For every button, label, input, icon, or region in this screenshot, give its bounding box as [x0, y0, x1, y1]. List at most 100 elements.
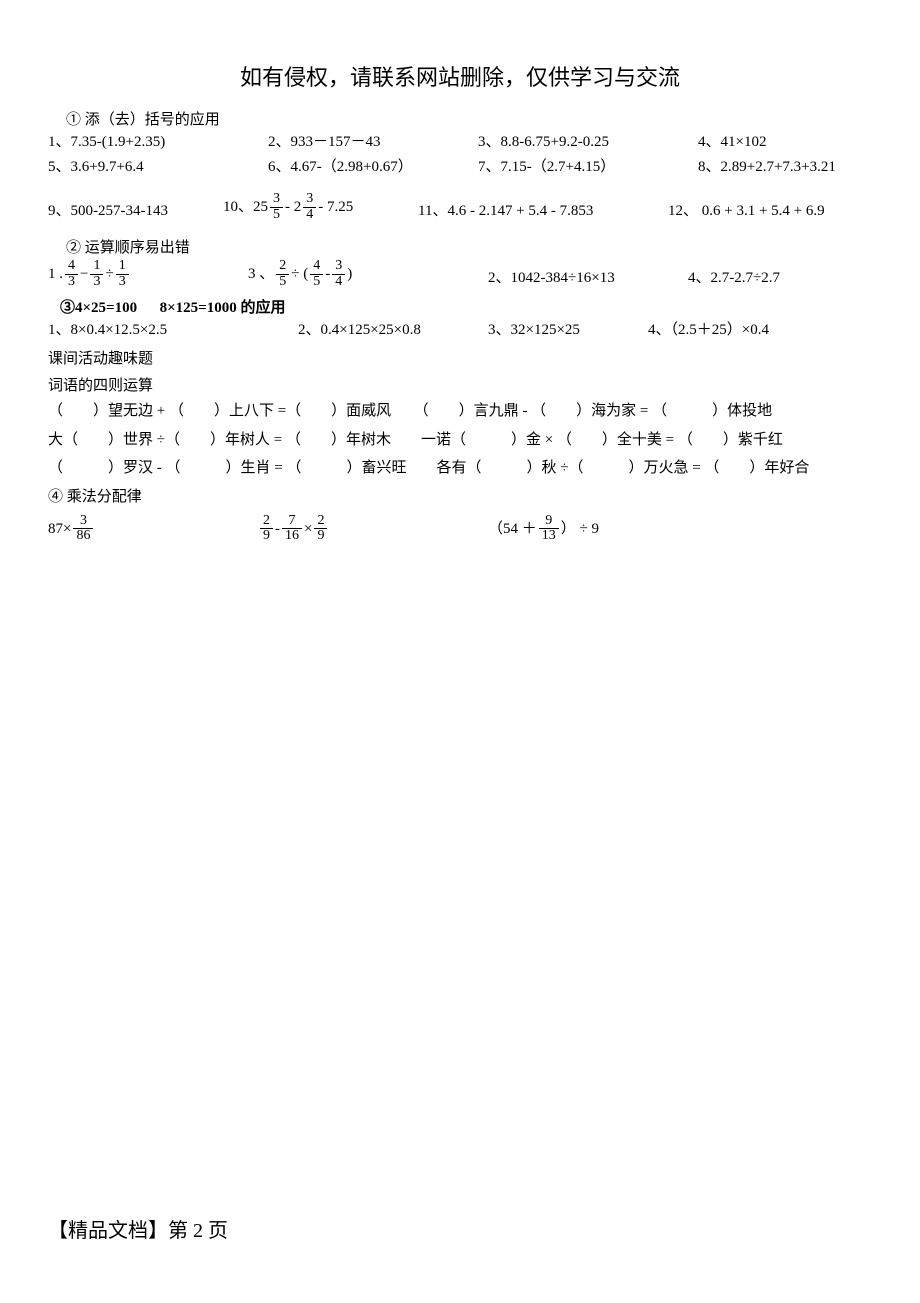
num: 5、 — [48, 159, 71, 175]
fun-l2: 词语的四则运算 — [48, 374, 872, 395]
section4-row: 87× 386 29 - 716 × 29 （54 ＋ 913 ） ÷ 9 — [48, 514, 872, 544]
frac-n: 3 — [270, 192, 283, 208]
frac-d: 5 — [276, 275, 289, 290]
frac-d: 4 — [303, 208, 316, 223]
frac: 13 — [116, 259, 129, 289]
expr: 4.67-（2.98+0.67） — [291, 159, 413, 175]
section1-row3: 9、500-257-34-143 10、 25 35 - 2 34 - 7.25… — [48, 192, 872, 222]
fun-row3: （ ）罗汉 - （ ）生肖 = （ ）畜兴旺 各有（ ）秋 ÷（ ）万火急 = … — [48, 454, 872, 483]
op: × — [304, 518, 312, 541]
section3-row: 1、8×0.4×12.5×2.5 2、0.4×125×25×0.8 3、32×1… — [48, 319, 872, 342]
num: 7、 — [478, 159, 501, 175]
s4c2: 29 - 716 × 29 — [258, 514, 488, 544]
frac-n: 2 — [276, 259, 289, 275]
frac-n: 2 — [314, 514, 327, 530]
page-title: 如有侵权，请联系网站删除，仅供学习与交流 — [48, 60, 872, 92]
frac: 716 — [282, 514, 302, 544]
expr: 0.6 + 3.1 + 5.4 + 6.9 — [698, 203, 825, 219]
expr: - 2 — [285, 196, 301, 219]
frac-n: 4 — [65, 259, 78, 275]
s3c1: 1、8×0.4×12.5×2.5 — [48, 319, 298, 342]
op: - — [275, 518, 280, 541]
s1r2c2: 6、4.67-（2.98+0.67） — [268, 156, 478, 179]
frac: 34 — [303, 192, 316, 222]
op: ÷ — [105, 263, 113, 286]
num: 3 、 — [248, 263, 274, 286]
frac-d: 9 — [260, 529, 273, 544]
document-page: 如有侵权，请联系网站删除，仅供学习与交流 ① 添（去）括号的应用 1、7.35-… — [0, 0, 920, 1303]
s1r3c4: 12、 0.6 + 3.1 + 5.4 + 6.9 — [668, 200, 868, 223]
section3-head: ③4×25=100 8×125=1000 的应用 — [60, 296, 872, 317]
s3c4: 4、（2.5＋25）×0.4 — [648, 319, 818, 342]
expr: 7.15-（2.7+4.15） — [501, 159, 616, 175]
expr: 500-257-34-143 — [71, 203, 169, 219]
expr: 8×0.4×12.5×2.5 — [71, 322, 168, 338]
frac: 913 — [539, 514, 559, 544]
section4-head: ④ 乘法分配律 — [48, 485, 872, 506]
num: 10、 — [223, 196, 253, 219]
expr: ) — [347, 263, 352, 286]
fun-row1: （ ）望无边 + （ ）上八下 =（ ）面威风 （ ）言九鼎 - （ ）海为家 … — [48, 397, 872, 426]
expr: 2.7-2.7÷2.7 — [711, 270, 780, 286]
frac-d: 16 — [282, 529, 302, 544]
frac-n: 2 — [260, 514, 273, 530]
expr: 87× — [48, 518, 71, 541]
num: 4、 — [688, 270, 711, 286]
s1r1c1: 1、7.35-(1.9+2.35) — [48, 131, 268, 154]
s1r3c1: 9、500-257-34-143 — [48, 200, 223, 223]
num: 1、 — [48, 134, 71, 150]
frac-d: 5 — [270, 208, 283, 223]
frac-d: 86 — [73, 529, 93, 544]
s1r2c1: 5、3.6+9.7+6.4 — [48, 156, 268, 179]
num: 1、 — [48, 322, 71, 338]
s1r3c3: 11、4.6 - 2.147 + 5.4 - 7.853 — [418, 200, 668, 223]
frac: 13 — [90, 259, 103, 289]
num: 4、 — [698, 134, 721, 150]
frac-d: 13 — [539, 529, 559, 544]
s3c3: 3、32×125×25 — [488, 319, 648, 342]
frac-n: 1 — [90, 259, 103, 275]
frac-n: 7 — [282, 514, 302, 530]
s1r3c2: 10、 25 35 - 2 34 - 7.25 — [223, 192, 418, 222]
num: 2、 — [488, 270, 511, 286]
page-footer: 【精品文档】第 2 页 — [48, 1214, 228, 1243]
fun-row2: 大（ ）世界 ÷（ ）年树人 = （ ）年树木 一诺（ ）金 × （ ）全十美 … — [48, 426, 872, 455]
expr: 25 — [253, 196, 268, 219]
s2c2: 3 、 25 ÷ ( 45 - 34 ) — [248, 259, 488, 289]
frac-d: 3 — [90, 275, 103, 290]
frac-d: 5 — [310, 275, 323, 290]
frac-d: 9 — [314, 529, 327, 544]
section1-head: ① 添（去）括号的应用 — [66, 108, 872, 129]
num: 1 . — [48, 263, 63, 286]
num: 4、 — [648, 322, 671, 338]
expr: 1042-384÷16×13 — [511, 270, 615, 286]
section2-head: ② 运算顺序易出错 — [66, 236, 872, 257]
num: 2、 — [298, 322, 321, 338]
expr: （2.5＋25）×0.4 — [671, 322, 769, 338]
section1-row2: 5、3.6+9.7+6.4 6、4.67-（2.98+0.67） 7、7.15-… — [48, 156, 872, 179]
frac-d: 4 — [332, 275, 345, 290]
frac-d: 3 — [65, 275, 78, 290]
op: - — [325, 263, 330, 286]
num: 2、 — [268, 134, 291, 150]
expr: 4.6 - 2.147 + 5.4 - 7.853 — [447, 203, 593, 219]
num: 11、 — [418, 203, 447, 219]
frac: 29 — [314, 514, 327, 544]
num: 8、 — [698, 159, 721, 175]
expr: - 7.25 — [318, 196, 353, 219]
s1r2c4: 8、2.89+2.7+7.3+3.21 — [698, 156, 868, 179]
expr: 8.8-6.75+9.2-0.25 — [501, 134, 609, 150]
expr: 0.4×125×25×0.8 — [321, 322, 421, 338]
frac: 43 — [65, 259, 78, 289]
expr: （54 ＋ — [488, 518, 537, 541]
frac: 25 — [276, 259, 289, 289]
num: 9、 — [48, 203, 71, 219]
s1r2c3: 7、7.15-（2.7+4.15） — [478, 156, 698, 179]
frac-n: 1 — [116, 259, 129, 275]
expr: 2.89+2.7+7.3+3.21 — [721, 159, 836, 175]
num: 6、 — [268, 159, 291, 175]
expr: 32×125×25 — [511, 322, 580, 338]
frac: 35 — [270, 192, 283, 222]
s2c3: 2、1042-384÷16×13 — [488, 267, 688, 290]
frac-n: 4 — [310, 259, 323, 275]
